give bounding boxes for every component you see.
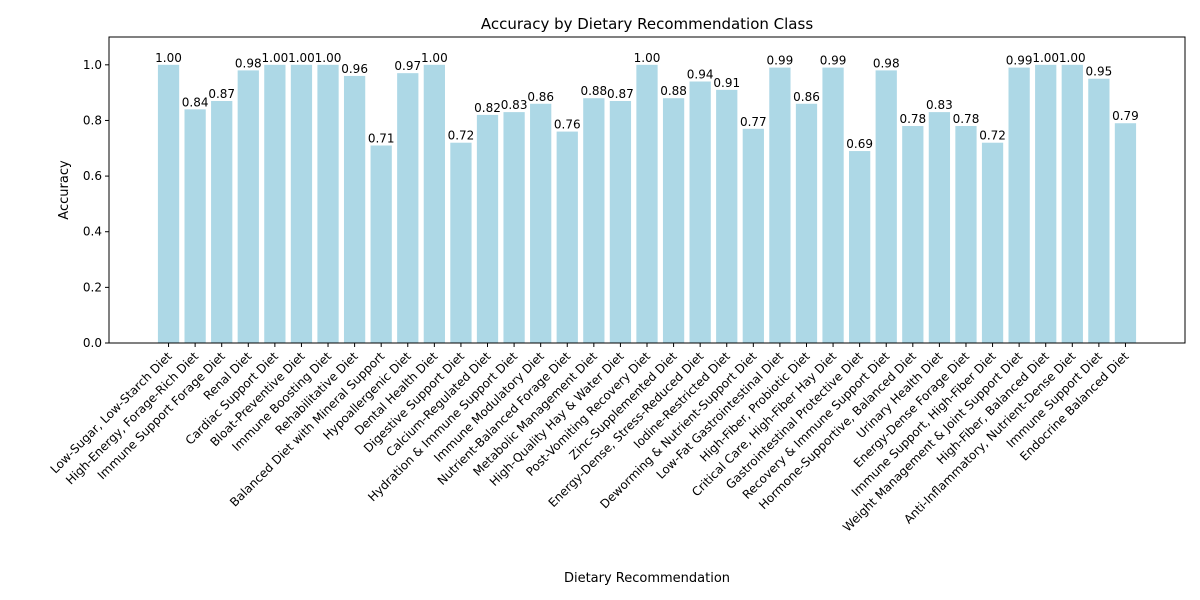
bar — [343, 75, 366, 343]
bar — [822, 67, 844, 343]
chart-title: Accuracy by Dietary Recommendation Class — [481, 15, 813, 33]
bar — [211, 100, 233, 344]
bar-value-label: 0.86 — [527, 90, 554, 104]
bar-value-label: 0.97 — [394, 59, 421, 73]
bar-value-label: 0.72 — [448, 129, 475, 143]
bar — [184, 109, 206, 343]
bar — [636, 64, 658, 344]
bar — [849, 151, 871, 343]
bar-value-label: 0.83 — [501, 98, 528, 112]
bar-value-label: 1.00 — [634, 51, 661, 65]
bar — [902, 126, 924, 343]
bar — [1035, 64, 1057, 344]
bar — [716, 89, 738, 343]
bar-value-label: 0.98 — [873, 56, 900, 70]
bar-value-label: 0.88 — [580, 84, 607, 98]
bar-value-label: 0.99 — [820, 54, 847, 68]
bar — [742, 128, 764, 343]
bar-value-label: 0.82 — [474, 101, 501, 115]
bar — [503, 112, 525, 343]
bar-value-label: 1.00 — [421, 51, 448, 65]
bar — [157, 64, 180, 344]
bar-value-label: 0.71 — [368, 131, 395, 145]
bar — [609, 100, 632, 344]
bar-value-label: 0.83 — [926, 98, 953, 112]
bar-value-label: 0.99 — [1006, 54, 1033, 68]
bar-value-label: 0.86 — [793, 90, 820, 104]
bar — [556, 131, 578, 343]
y-tick-label: 0.0 — [83, 336, 102, 350]
bar — [689, 81, 711, 343]
bar-value-label: 0.79 — [1112, 109, 1139, 123]
bar — [981, 142, 1004, 343]
bar — [1114, 123, 1137, 344]
bar-value-label: 1.00 — [155, 51, 182, 65]
bar — [583, 98, 605, 343]
bar-value-label: 0.84 — [182, 95, 209, 109]
bar — [370, 145, 392, 343]
bar-value-label: 0.76 — [554, 118, 581, 132]
bar — [530, 103, 552, 343]
bar — [928, 112, 951, 343]
bar-value-label: 1.00 — [1032, 51, 1059, 65]
bar-value-label: 0.78 — [899, 112, 926, 126]
bar-value-label: 0.87 — [208, 87, 235, 101]
bar — [423, 64, 445, 344]
bar — [264, 64, 286, 344]
bar — [1061, 64, 1083, 344]
bar-value-label: 0.95 — [1086, 65, 1113, 79]
bar — [795, 103, 818, 343]
bar — [662, 98, 685, 343]
bar — [237, 70, 259, 343]
bar-value-label: 1.00 — [1059, 51, 1086, 65]
plot-frame — [108, 36, 1186, 344]
bar-value-label: 0.77 — [740, 115, 767, 129]
bar — [1008, 67, 1030, 343]
bar-value-label: 1.00 — [262, 51, 289, 65]
bar — [290, 64, 313, 344]
bar-value-label: 0.94 — [687, 68, 714, 82]
x-tick-label: High-Energy, Forage-Rich Diet — [63, 349, 201, 487]
bar — [1088, 78, 1110, 344]
y-tick-label: 1.0 — [83, 58, 102, 72]
y-tick-label: 0.4 — [83, 225, 102, 239]
bar-value-label: 0.69 — [846, 137, 873, 151]
bar-value-label: 0.91 — [713, 76, 740, 90]
bar — [955, 126, 977, 343]
x-axis-label: Dietary Recommendation — [564, 571, 730, 586]
bar-value-label: 0.78 — [953, 112, 980, 126]
y-tick-label: 0.2 — [83, 280, 102, 294]
bar-value-label: 0.98 — [235, 56, 262, 70]
bar-value-label: 1.00 — [288, 51, 315, 65]
y-tick-label: 0.8 — [83, 113, 102, 127]
y-axis-label: Accuracy — [57, 160, 72, 220]
bar — [769, 67, 791, 343]
bar — [875, 70, 897, 343]
bar — [450, 142, 472, 343]
bar-value-label: 1.00 — [315, 51, 342, 65]
bar — [397, 73, 419, 343]
y-tick-label: 0.6 — [83, 169, 102, 183]
bar-value-label: 0.96 — [341, 62, 368, 76]
bar — [317, 64, 339, 344]
bar-value-label: 0.99 — [767, 54, 794, 68]
bar — [476, 114, 499, 344]
bar-value-label: 0.72 — [979, 129, 1006, 143]
bar-value-label: 0.88 — [660, 84, 687, 98]
bar-value-label: 0.87 — [607, 87, 634, 101]
